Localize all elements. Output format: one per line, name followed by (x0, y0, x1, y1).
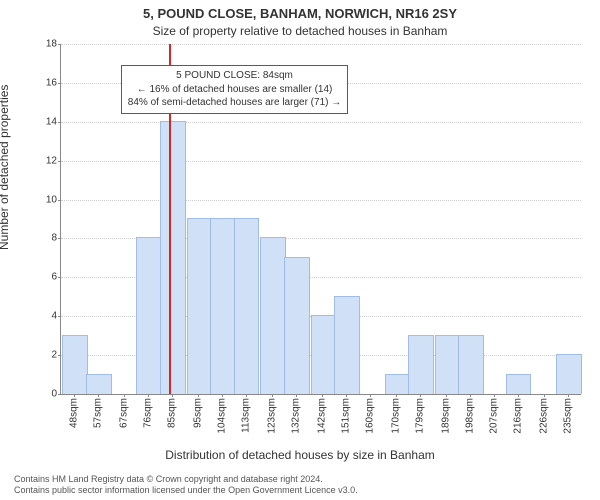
x-tick-label: 57sqm (92, 398, 103, 428)
x-tick-mark (296, 394, 297, 397)
y-tick-mark (58, 355, 61, 356)
footer-attribution: Contains HM Land Registry data © Crown c… (0, 474, 600, 497)
x-tick-label: 76sqm (143, 398, 154, 428)
x-tick-mark (544, 394, 545, 397)
x-tick-label: 216sqm (512, 398, 523, 434)
x-tick-mark (446, 394, 447, 397)
histogram-bar (260, 237, 285, 394)
y-tick-mark (58, 277, 61, 278)
histogram-bar (385, 374, 410, 394)
histogram-bar (136, 237, 161, 394)
y-tick-mark (58, 238, 61, 239)
histogram-bar (435, 335, 460, 394)
x-tick-mark (518, 394, 519, 397)
footer-line: Contains public sector information licen… (14, 485, 600, 496)
histogram-bar (210, 218, 235, 394)
x-tick-label: 67sqm (119, 398, 130, 428)
gridline (61, 44, 581, 45)
x-tick-label: 48sqm (69, 398, 80, 428)
x-tick-label: 189sqm (441, 398, 452, 434)
x-tick-label: 123sqm (267, 398, 278, 434)
histogram-bar (187, 218, 212, 394)
annotation-box: 5 POUND CLOSE: 84sqm← 16% of detached ho… (121, 65, 348, 114)
y-tick-label: 12 (46, 155, 57, 166)
histogram-bar (62, 335, 87, 394)
y-tick-label: 18 (46, 39, 57, 50)
x-tick-label: 151sqm (341, 398, 352, 434)
histogram-bar (311, 315, 336, 394)
histogram-bar (506, 374, 531, 394)
histogram-bar (408, 335, 433, 394)
histogram-bar (234, 218, 259, 394)
x-tick-mark (370, 394, 371, 397)
y-tick-mark (58, 316, 61, 317)
x-tick-mark (396, 394, 397, 397)
y-tick-label: 0 (51, 389, 57, 400)
annotation-line: 84% of semi-detached houses are larger (… (128, 96, 341, 110)
x-tick-mark (74, 394, 75, 397)
histogram-bar (284, 257, 309, 394)
x-tick-mark (272, 394, 273, 397)
histogram-bar (86, 374, 111, 394)
x-tick-mark (148, 394, 149, 397)
x-tick-label: 113sqm (240, 398, 251, 433)
x-tick-label: 95sqm (193, 398, 204, 428)
x-tick-label: 104sqm (217, 398, 228, 434)
page-title: 5, POUND CLOSE, BANHAM, NORWICH, NR16 2S… (0, 6, 600, 21)
y-tick-mark (58, 200, 61, 201)
x-tick-label: 160sqm (364, 398, 375, 434)
plot-area: 02468101214161848sqm57sqm67sqm76sqm85sqm… (60, 44, 581, 395)
y-tick-label: 4 (51, 311, 57, 322)
y-tick-label: 2 (51, 350, 57, 361)
x-tick-mark (98, 394, 99, 397)
y-axis-label: Number of detached properties (0, 85, 11, 250)
x-tick-mark (246, 394, 247, 397)
x-tick-mark (322, 394, 323, 397)
page-subtitle: Size of property relative to detached ho… (0, 24, 600, 38)
y-tick-mark (58, 161, 61, 162)
x-tick-label: 170sqm (391, 398, 402, 434)
x-tick-mark (420, 394, 421, 397)
x-tick-mark (172, 394, 173, 397)
y-tick-mark (58, 122, 61, 123)
y-tick-label: 10 (46, 194, 57, 205)
y-tick-mark (58, 394, 61, 395)
histogram-chart: 02468101214161848sqm57sqm67sqm76sqm85sqm… (60, 44, 580, 394)
annotation-line: 5 POUND CLOSE: 84sqm (128, 69, 341, 83)
x-tick-label: 85sqm (166, 398, 177, 428)
x-tick-label: 198sqm (465, 398, 476, 434)
gridline (61, 122, 581, 123)
footer-line: Contains HM Land Registry data © Crown c… (14, 474, 600, 485)
x-tick-label: 179sqm (414, 398, 425, 434)
x-tick-mark (222, 394, 223, 397)
x-tick-mark (346, 394, 347, 397)
histogram-bar (160, 121, 185, 394)
x-tick-mark (124, 394, 125, 397)
annotation-line: ← 16% of detached houses are smaller (14… (128, 83, 341, 97)
y-tick-mark (58, 83, 61, 84)
y-tick-label: 6 (51, 272, 57, 283)
histogram-bar (556, 354, 581, 394)
histogram-bar (334, 296, 359, 394)
y-tick-label: 16 (46, 77, 57, 88)
y-tick-label: 8 (51, 233, 57, 244)
x-axis-label: Distribution of detached houses by size … (0, 448, 600, 462)
gridline (61, 161, 581, 162)
x-tick-label: 235sqm (562, 398, 573, 434)
y-tick-label: 14 (46, 116, 57, 127)
x-tick-mark (470, 394, 471, 397)
histogram-bar (458, 335, 483, 394)
gridline (61, 200, 581, 201)
x-tick-label: 132sqm (290, 398, 301, 434)
x-tick-label: 207sqm (488, 398, 499, 434)
x-tick-mark (494, 394, 495, 397)
x-tick-mark (198, 394, 199, 397)
x-tick-label: 226sqm (539, 398, 550, 434)
x-tick-label: 142sqm (317, 398, 328, 434)
x-tick-mark (568, 394, 569, 397)
y-tick-mark (58, 44, 61, 45)
